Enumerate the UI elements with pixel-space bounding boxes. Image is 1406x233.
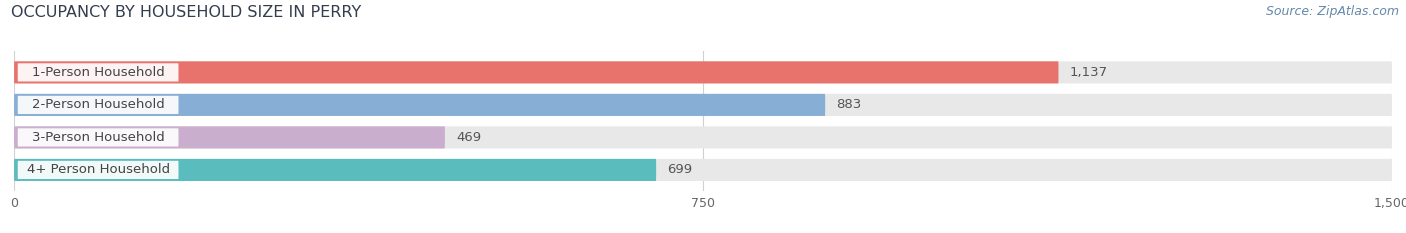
Text: 4+ Person Household: 4+ Person Household: [27, 163, 170, 176]
Text: 1,137: 1,137: [1070, 66, 1108, 79]
Text: 1-Person Household: 1-Person Household: [32, 66, 165, 79]
FancyBboxPatch shape: [14, 94, 825, 116]
FancyBboxPatch shape: [14, 159, 1392, 181]
FancyBboxPatch shape: [18, 128, 179, 147]
FancyBboxPatch shape: [14, 126, 1392, 148]
FancyBboxPatch shape: [14, 126, 444, 148]
FancyBboxPatch shape: [18, 96, 179, 114]
FancyBboxPatch shape: [18, 63, 179, 82]
Text: 2-Person Household: 2-Person Household: [32, 98, 165, 111]
Text: OCCUPANCY BY HOUSEHOLD SIZE IN PERRY: OCCUPANCY BY HOUSEHOLD SIZE IN PERRY: [11, 5, 361, 20]
Text: 3-Person Household: 3-Person Household: [32, 131, 165, 144]
FancyBboxPatch shape: [14, 94, 1392, 116]
FancyBboxPatch shape: [14, 61, 1392, 83]
FancyBboxPatch shape: [18, 161, 179, 179]
Text: 469: 469: [456, 131, 481, 144]
FancyBboxPatch shape: [14, 159, 657, 181]
Text: Source: ZipAtlas.com: Source: ZipAtlas.com: [1265, 5, 1399, 18]
Text: 883: 883: [837, 98, 862, 111]
Text: 699: 699: [668, 163, 692, 176]
FancyBboxPatch shape: [14, 61, 1059, 83]
